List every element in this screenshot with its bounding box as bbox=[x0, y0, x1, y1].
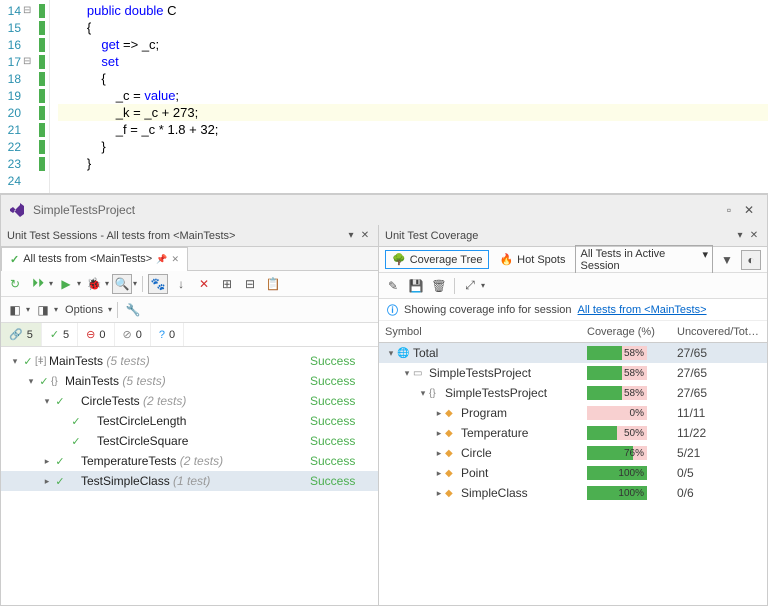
edit-icon[interactable]: ✎ bbox=[383, 276, 403, 296]
tool-window: SimpleTestsProject ▫ ✕ Unit Test Session… bbox=[0, 194, 768, 606]
panel-header: Unit Test Sessions - All tests from <Mai… bbox=[1, 225, 378, 247]
session-select[interactable]: All Tests in Active Session▾ bbox=[575, 245, 713, 275]
tab-label: All tests from <MainTests> bbox=[23, 253, 152, 265]
vs-icon bbox=[9, 202, 25, 218]
tree-icon: 🌳 bbox=[392, 253, 406, 266]
coverage-node[interactable]: ▾▭SimpleTestsProject58%27/65 bbox=[379, 363, 767, 383]
options-label[interactable]: Options bbox=[61, 304, 107, 316]
test-toolbar-2: ◧▾ ◨▾ Options▾ 🔧 bbox=[1, 297, 378, 323]
filter-icon[interactable]: ▼ bbox=[717, 250, 737, 270]
panel-close-icon[interactable]: ✕ bbox=[358, 230, 372, 241]
expand-all-icon[interactable]: ⤢ bbox=[460, 276, 480, 296]
dropdown-icon[interactable]: ▾ bbox=[733, 230, 747, 241]
check-icon: ✓ bbox=[10, 253, 19, 266]
code-area[interactable]: public double C { get => _c; set { _c = … bbox=[50, 0, 768, 193]
titlebar: SimpleTestsProject ▫ ✕ bbox=[1, 195, 767, 225]
col-coverage[interactable]: Coverage (%) bbox=[587, 326, 677, 338]
track-icon[interactable]: ◧ bbox=[5, 300, 25, 320]
tree-node[interactable]: ▾✓{}MainTests (5 tests)Success bbox=[1, 371, 378, 391]
coverage-columns: Symbol Coverage (%) Uncovered/Tot… bbox=[379, 321, 767, 343]
restore-button[interactable]: ▫ bbox=[719, 203, 739, 217]
stat-total[interactable]: 🔗5 bbox=[1, 323, 42, 346]
stat-ignored[interactable]: ⊘0 bbox=[115, 323, 151, 346]
delete-icon[interactable]: 🗑 bbox=[429, 276, 449, 296]
save-icon[interactable]: 💾 bbox=[406, 276, 426, 296]
stat-failed[interactable]: ⊖0 bbox=[78, 323, 114, 346]
rerun-icon[interactable]: ↻ bbox=[5, 274, 25, 294]
session-tabs: ✓ All tests from <MainTests> 📌 ✕ bbox=[1, 247, 378, 271]
layout-icon[interactable]: ◨ bbox=[33, 300, 53, 320]
pin-icon: 📌 bbox=[156, 254, 167, 265]
info-bar: ⓘ Showing coverage info for session All … bbox=[379, 299, 767, 321]
coverage-tree-tab[interactable]: 🌳Coverage Tree bbox=[385, 250, 489, 269]
export-icon[interactable]: 📋 bbox=[263, 274, 283, 294]
coverage-node[interactable]: ▸◆Point100%0/5 bbox=[379, 463, 767, 483]
info-text: Showing coverage info for session bbox=[404, 304, 572, 316]
fire-icon: 🔥 bbox=[499, 253, 513, 266]
panel-close-icon[interactable]: ✕ bbox=[747, 230, 761, 241]
settings-icon[interactable]: 🔧 bbox=[123, 300, 143, 320]
tree-node[interactable]: ▸✓TemperatureTests (2 tests)Success bbox=[1, 451, 378, 471]
tab-close-icon[interactable]: ✕ bbox=[171, 254, 179, 265]
hot-spots-tab[interactable]: 🔥Hot Spots bbox=[493, 251, 571, 268]
panel-title: Unit Test Sessions - All tests from <Mai… bbox=[7, 230, 344, 242]
highlight-icon[interactable]: ◐ bbox=[741, 250, 761, 270]
coverage-node[interactable]: ▸◆Circle76%5/21 bbox=[379, 443, 767, 463]
tree-node[interactable]: ▸✓TestSimpleClass (1 test)Success bbox=[1, 471, 378, 491]
stats-bar: 🔗5 ✓5 ⊖0 ⊘0 ?0 bbox=[1, 323, 378, 347]
dropdown-icon[interactable]: ▾ bbox=[344, 230, 358, 241]
profile-icon[interactable]: 🐾 bbox=[148, 274, 168, 294]
tree-node[interactable]: ▾✓[ǂ]MainTests (5 tests)Success bbox=[1, 351, 378, 371]
test-tree[interactable]: ▾✓[ǂ]MainTests (5 tests)Success▾✓{}MainT… bbox=[1, 347, 378, 605]
col-uncovered[interactable]: Uncovered/Tot… bbox=[677, 326, 767, 338]
debug-icon[interactable]: 🐞 bbox=[84, 274, 104, 294]
coverage-node[interactable]: ▸◆Temperature50%11/22 bbox=[379, 423, 767, 443]
info-icon: ⓘ bbox=[387, 302, 398, 318]
remove-icon[interactable]: ✕ bbox=[194, 274, 214, 294]
unit-test-sessions-panel: Unit Test Sessions - All tests from <Mai… bbox=[1, 225, 379, 605]
col-symbol[interactable]: Symbol bbox=[379, 326, 587, 338]
tree-node[interactable]: ✓TestCircleSquare Success bbox=[1, 431, 378, 451]
close-button[interactable]: ✕ bbox=[739, 203, 759, 217]
cover-icon[interactable]: 🔍 bbox=[112, 274, 132, 294]
coverage-toolbar: ✎ 💾 🗑 ⤢▾ bbox=[379, 273, 767, 299]
coverage-node[interactable]: ▾{}SimpleTestsProject58%27/65 bbox=[379, 383, 767, 403]
gutter: 14⊟151617⊟18192021222324 bbox=[0, 0, 50, 193]
test-toolbar: ↻ ⏵⏵▾ ▶▾ 🐞▾ 🔍▾ 🐾 ↓ ✕ ⊞ ⊟ 📋 bbox=[1, 271, 378, 297]
coverage-node[interactable]: ▸◆SimpleClass100%0/6 bbox=[379, 483, 767, 503]
tree-node[interactable]: ✓TestCircleLength Success bbox=[1, 411, 378, 431]
coverage-panel: Unit Test Coverage ▾ ✕ 🌳Coverage Tree 🔥H… bbox=[379, 225, 767, 605]
tree-node[interactable]: ▾✓CircleTests (2 tests)Success bbox=[1, 391, 378, 411]
coverage-node[interactable]: ▾🌐Total58%27/65 bbox=[379, 343, 767, 363]
coverage-node[interactable]: ▸◆Program0%11/11 bbox=[379, 403, 767, 423]
run-all-icon[interactable]: ⏵⏵ bbox=[28, 274, 48, 294]
run-icon[interactable]: ▶ bbox=[56, 274, 76, 294]
expand-icon[interactable]: ⊞ bbox=[217, 274, 237, 294]
window-title: SimpleTestsProject bbox=[33, 203, 719, 217]
code-editor: 14⊟151617⊟18192021222324 public double C… bbox=[0, 0, 768, 194]
stop-down-icon[interactable]: ↓ bbox=[171, 274, 191, 294]
coverage-tabs: 🌳Coverage Tree 🔥Hot Spots All Tests in A… bbox=[379, 247, 767, 273]
session-tab[interactable]: ✓ All tests from <MainTests> 📌 ✕ bbox=[1, 247, 188, 271]
stat-unknown[interactable]: ?0 bbox=[151, 323, 184, 346]
stat-passed[interactable]: ✓5 bbox=[42, 323, 78, 346]
panel-title: Unit Test Coverage bbox=[385, 230, 733, 242]
coverage-tree[interactable]: ▾🌐Total58%27/65▾▭SimpleTestsProject58%27… bbox=[379, 343, 767, 605]
session-link[interactable]: All tests from <MainTests> bbox=[578, 304, 707, 316]
collapse-icon[interactable]: ⊟ bbox=[240, 274, 260, 294]
